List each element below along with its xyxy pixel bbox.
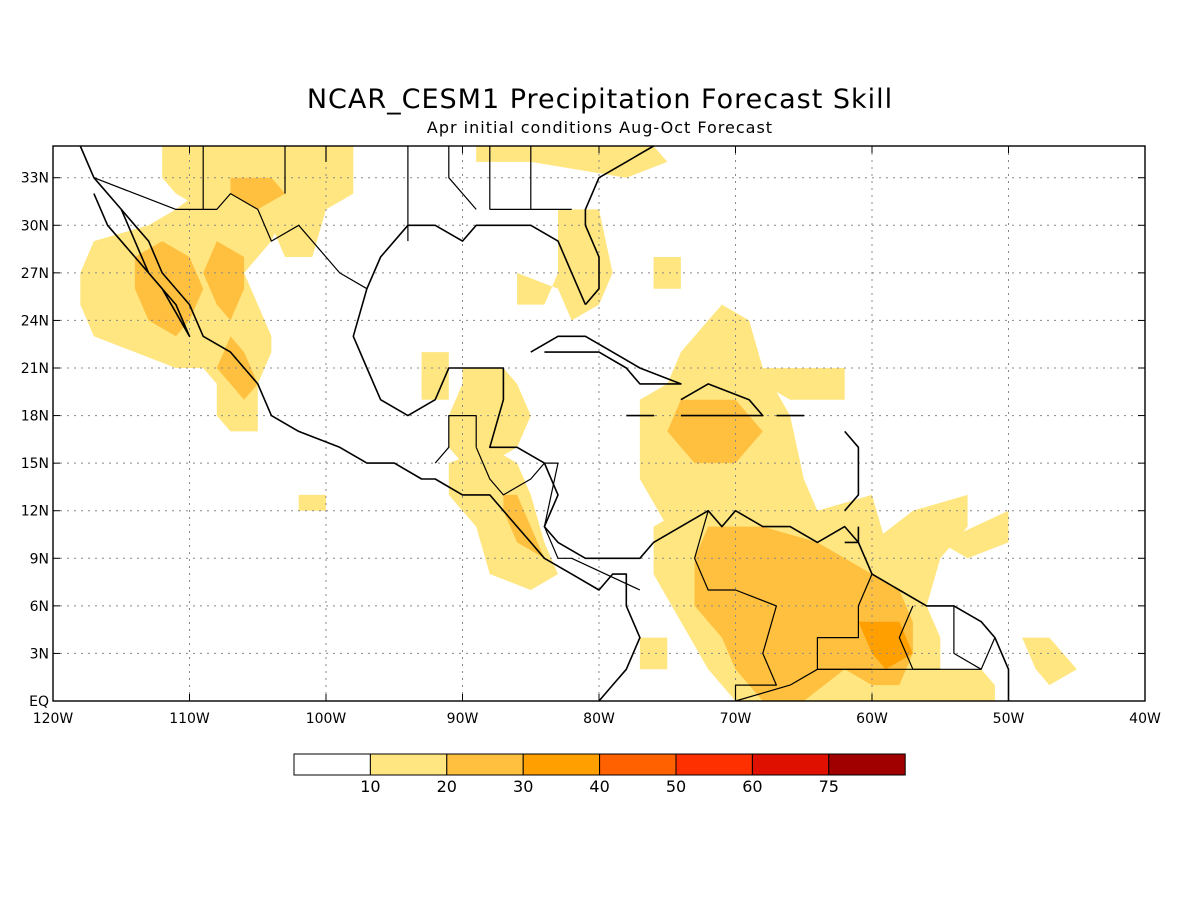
colorbar-label: 30	[513, 777, 533, 796]
coastline-na-pacific-coast	[79, 145, 641, 702]
border-guatemala-mexico	[434, 415, 477, 464]
skill-region-bahamas	[653, 257, 681, 289]
skill-region-central-america	[448, 447, 558, 590]
y-tick-label: 24N	[21, 313, 49, 329]
coastline-gulf-of-mexico	[352, 224, 1010, 701]
coastline-trinidad	[844, 526, 860, 544]
skill-region-gulf-patch	[421, 352, 449, 400]
skill-region-nicaragua	[503, 494, 545, 559]
x-tick-label: 80W	[583, 711, 615, 727]
border-suriname-fr-guiana	[953, 605, 982, 670]
colorbar-swatch	[599, 753, 677, 776]
colorbar-label: 20	[437, 777, 457, 796]
skill-region-sierra-madre	[216, 336, 258, 400]
skill-region-baja	[134, 241, 204, 337]
tick-layer: 120W 110W 100W 90W 80W 70W 60W 50W 40W EQ 3N 6N 9N 12…	[21, 146, 1161, 727]
x-tick-label: 100W	[306, 711, 347, 727]
skill-region-amazon-mouth	[1022, 637, 1077, 686]
x-tick-label: 50W	[993, 711, 1025, 727]
colorbar-swatch	[675, 753, 753, 776]
x-tick-label: 40W	[1129, 711, 1161, 727]
y-tick-label: EQ	[29, 694, 49, 710]
colorbar-label: 10	[360, 777, 380, 796]
chart-title: NCAR_CESM1 Precipitation Forecast Skill	[306, 84, 894, 115]
skill-region-sonora	[203, 241, 245, 321]
y-tick-label: 15N	[21, 456, 49, 472]
border-us-mexico	[93, 177, 368, 290]
skill-region-east-caribbean	[762, 368, 845, 400]
chart-subtitle: Apr initial conditions Aug-Oct Forecast	[426, 118, 774, 137]
colorbar-swatch	[751, 753, 830, 776]
colorbar-label: 75	[819, 777, 839, 796]
x-tick-label: 90W	[447, 711, 479, 727]
border-central-american-borders	[475, 447, 641, 591]
skill-region-venezuela	[694, 526, 913, 701]
y-tick-label: 27N	[21, 266, 49, 282]
coastline-layer	[79, 145, 1010, 702]
border-colombia-venezuela	[693, 510, 778, 701]
skill-fill-layer	[80, 146, 1077, 701]
y-tick-label: 18N	[21, 409, 49, 425]
x-tick-label: 70W	[720, 711, 752, 727]
x-tick-label: 60W	[856, 711, 888, 727]
y-tick-label: 12N	[21, 504, 49, 520]
skill-region-atlantic-patch	[940, 510, 1009, 559]
colorbar-swatch	[293, 753, 371, 776]
skill-region-yucatan	[448, 368, 531, 464]
colorbar-swatch	[522, 753, 601, 776]
y-tick-label: 21N	[21, 361, 49, 377]
border-brazil-north	[735, 637, 996, 702]
coastline-cuba	[530, 335, 682, 385]
colorbar-label: 60	[742, 777, 762, 796]
coastline-lesser-antilles	[844, 430, 860, 512]
x-tick-label: 120W	[33, 711, 74, 727]
coastline-hispaniola	[680, 383, 764, 417]
colorbar-label: 50	[666, 777, 686, 796]
colorbar-swatch	[828, 753, 906, 776]
colorbar-swatch	[369, 753, 448, 776]
colorbar: 10 20 30 40 50 60 75	[293, 753, 906, 796]
colorbar-label: 40	[589, 777, 609, 796]
skill-region-se-us	[476, 146, 668, 178]
skill-region-guyana-core	[858, 621, 913, 670]
y-tick-label: 6N	[30, 599, 49, 615]
x-tick-label: 110W	[169, 711, 210, 727]
coastline-us-east-coast	[584, 145, 655, 306]
y-tick-label: 9N	[30, 551, 49, 567]
skill-region-florida	[517, 209, 613, 321]
y-tick-label: 30N	[21, 218, 49, 234]
y-tick-label: 3N	[30, 646, 49, 662]
border-us-state-4	[448, 146, 477, 210]
coastline-baja	[93, 193, 191, 338]
colorbar-swatch	[446, 753, 524, 776]
skill-region-colombia-west	[639, 637, 668, 670]
skill-region-pacific-sliver	[298, 494, 326, 511]
y-tick-label: 33N	[21, 171, 49, 187]
